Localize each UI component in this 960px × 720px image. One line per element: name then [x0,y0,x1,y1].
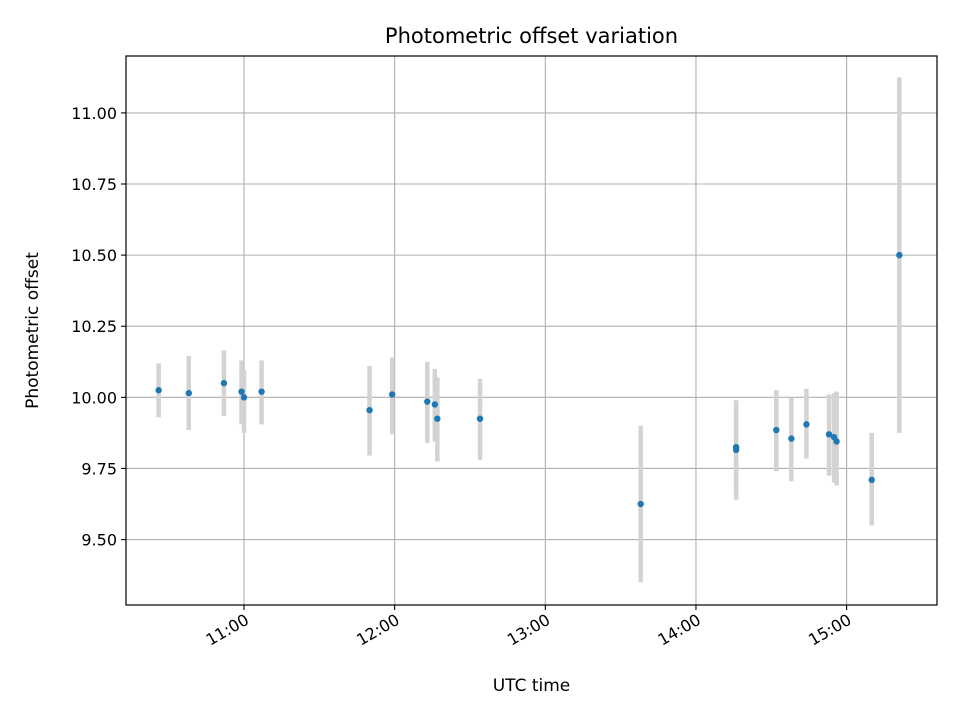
data-point [773,426,780,434]
y-axis-ticks: 9.50 9.75 10.00 10.25 10.50 10.75 11.00 [71,104,126,550]
axes-frame [125,55,938,606]
data-point [896,251,903,259]
data-point [434,415,441,422]
y-tick-label: 10.75 [71,175,117,194]
y-tick-label: 10.50 [71,246,117,265]
data-point [476,415,484,422]
data-point [431,401,439,408]
data-point [220,379,228,387]
x-axis-label: UTC time [493,676,571,696]
y-tick-label: 10.25 [71,317,117,336]
data-point [825,431,833,438]
y-tick-label: 11.00 [71,104,117,123]
data-point [258,388,265,395]
y-axis-label: Photometric offset [23,252,43,409]
y-tick-label: 9.50 [81,531,117,550]
data-point [868,476,875,484]
data-point [238,388,245,395]
data-point [637,500,644,508]
data-point [424,398,431,405]
data-point [185,389,192,397]
data-point [366,406,373,414]
y-tick-label: 9.75 [81,459,117,478]
data-point [388,391,396,398]
data-point [833,438,840,445]
data-point [788,435,795,442]
y-tick-label: 10.00 [71,388,117,407]
data-point [803,421,810,428]
data-point [155,387,162,394]
data-point [732,443,740,451]
data-points [155,251,903,508]
chart-title: Photometric offset variation [385,24,678,48]
plot-area [126,56,937,605]
data-point [240,394,248,401]
